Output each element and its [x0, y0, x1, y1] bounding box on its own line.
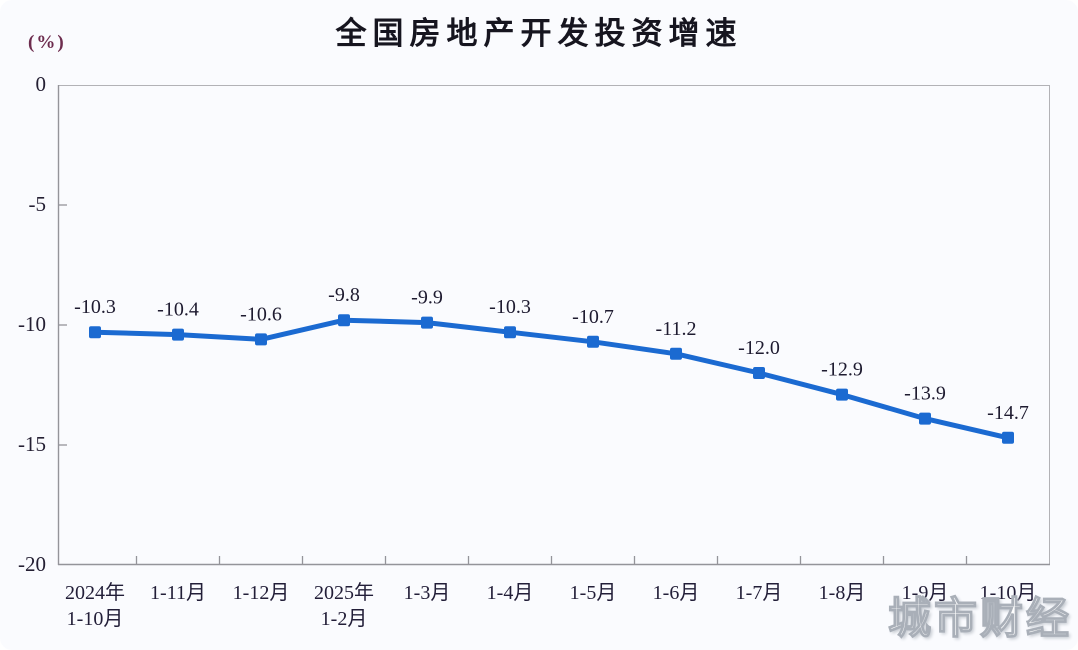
data-point-label: -10.3 — [489, 296, 531, 318]
x-axis-label: 1-8月 — [818, 582, 866, 604]
data-point-label: -9.9 — [411, 287, 443, 309]
data-point-label: -11.2 — [656, 318, 697, 340]
data-point-marker — [89, 326, 101, 339]
x-axis-label: 1-9月 — [901, 582, 949, 604]
data-point-label: -10.6 — [240, 303, 282, 325]
data-point-label: -12.9 — [821, 359, 863, 381]
y-tick-label: -5 — [28, 192, 47, 217]
plot-border — [58, 85, 1050, 565]
data-point-label: -14.7 — [987, 402, 1029, 424]
data-point-marker — [504, 326, 516, 339]
x-axis-label: 1-3月 — [403, 582, 451, 604]
y-tick-label: 0 — [35, 72, 47, 97]
data-point-label: -13.9 — [904, 383, 946, 405]
data-point-marker — [919, 412, 931, 425]
chart-line — [92, 317, 1011, 441]
plot-area: -10.3 -10.4 -10.6 -9.8 -9.9 -10.3 -10.7 -11.2 -1… — [57, 85, 1050, 566]
data-point-marker — [421, 316, 433, 329]
data-point-marker — [670, 347, 682, 360]
data-point-label: -10.3 — [74, 296, 116, 318]
data-point-label: -10.7 — [572, 306, 614, 328]
x-axis-label: 1-10月 — [979, 582, 1037, 604]
data-point-marker — [338, 314, 350, 327]
y-tick-label: -10 — [18, 312, 46, 337]
y-tick-label: -20 — [18, 552, 46, 577]
data-point-marker — [587, 335, 599, 348]
x-axis-label: 1-11月 — [150, 582, 206, 604]
chart-title: 全国房地产开发投资增速 — [335, 16, 743, 51]
data-point-label: -9.8 — [328, 284, 360, 306]
y-axis-unit-label: (%) — [28, 32, 66, 53]
data-point-label: -12.0 — [738, 337, 780, 359]
x-axis-label: 1-12月 — [232, 582, 290, 604]
x-axis-label: 2024年 1-10月 — [65, 582, 125, 630]
x-axis-label: 1-4月 — [486, 582, 534, 604]
data-point-marker — [172, 328, 184, 341]
data-point-marker — [836, 388, 848, 401]
data-point-marker — [255, 333, 267, 346]
y-tick-label: -15 — [18, 432, 46, 457]
x-axis-label: 1-5月 — [569, 582, 617, 604]
x-axis-label: 2025年 1-2月 — [314, 582, 374, 630]
data-point-label: -10.4 — [157, 299, 199, 321]
line-chart: -10.3 -10.4 -10.6 -9.8 -9.9 -10.3 -10.7 -11.2 -1… — [57, 85, 1050, 566]
data-point-marker — [753, 367, 765, 379]
data-point-marker — [1002, 431, 1014, 444]
x-axis-label: 1-6月 — [652, 582, 700, 604]
x-axis-label: 1-7月 — [735, 582, 783, 604]
